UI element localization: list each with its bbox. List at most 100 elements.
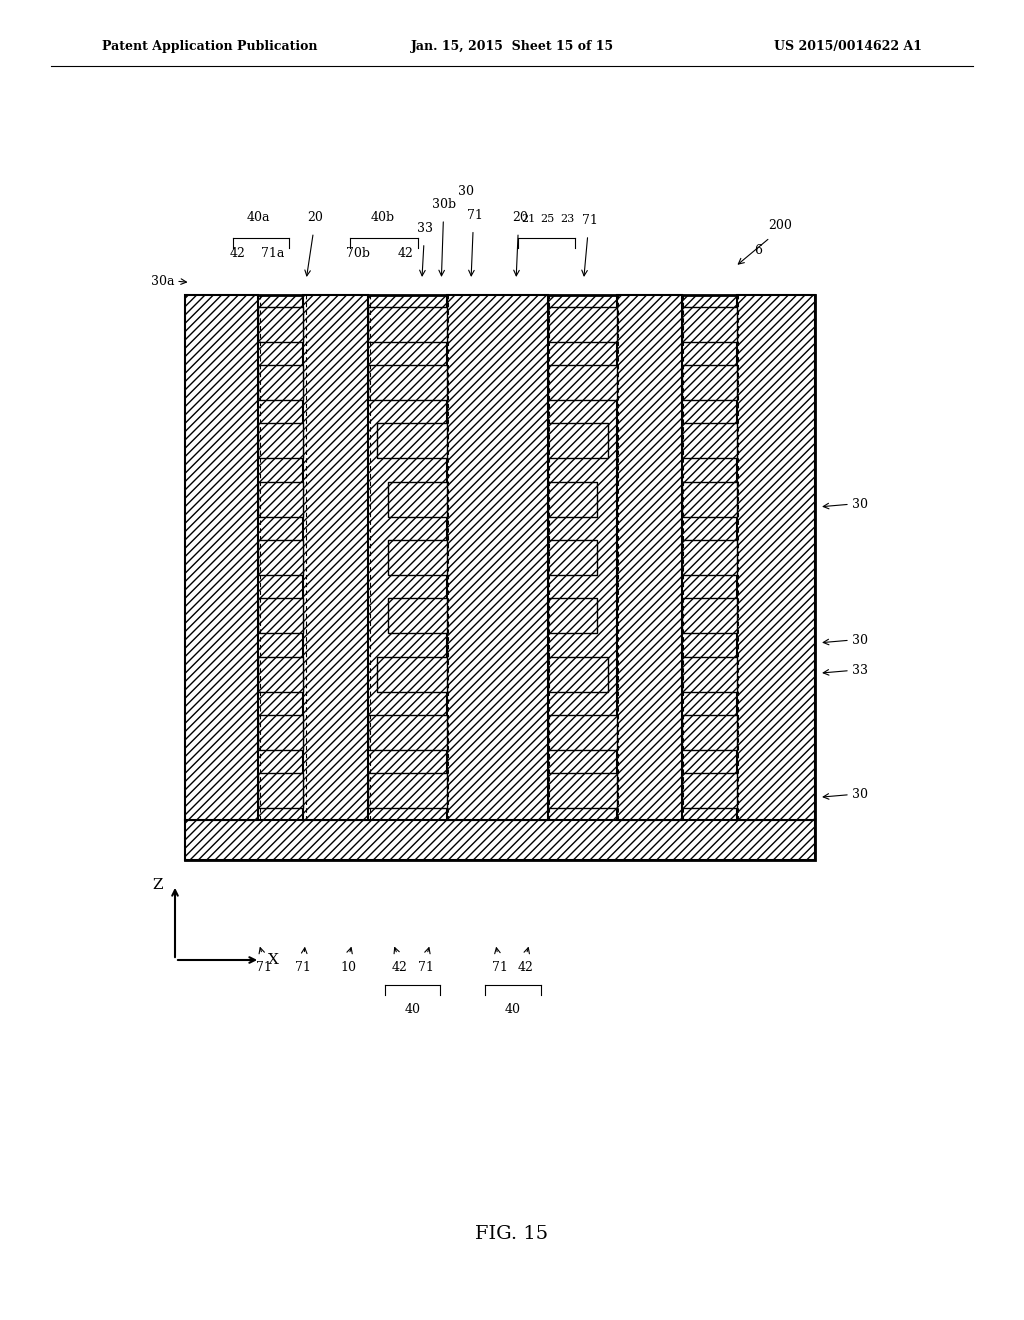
Text: X: X <box>268 953 280 968</box>
Bar <box>368 306 447 342</box>
Bar <box>682 540 737 576</box>
Bar <box>185 294 258 820</box>
Text: 42: 42 <box>229 247 246 260</box>
Bar <box>368 774 447 808</box>
Text: 30: 30 <box>852 634 868 647</box>
Bar <box>682 715 737 750</box>
Bar <box>258 424 303 458</box>
Bar <box>258 715 303 750</box>
Bar <box>447 294 548 820</box>
Bar <box>682 306 737 342</box>
Bar <box>737 294 815 820</box>
Bar <box>548 598 597 634</box>
Bar <box>258 656 303 692</box>
Bar <box>548 656 608 692</box>
Text: 6: 6 <box>754 244 762 257</box>
Text: 20: 20 <box>512 211 528 224</box>
Bar <box>258 598 303 634</box>
Text: Jan. 15, 2015  Sheet 15 of 15: Jan. 15, 2015 Sheet 15 of 15 <box>411 40 613 53</box>
Bar <box>548 424 608 458</box>
Bar <box>548 656 608 692</box>
Bar <box>548 482 597 516</box>
Bar <box>258 366 303 400</box>
Bar <box>548 715 617 750</box>
Bar <box>377 424 447 458</box>
Bar <box>682 598 737 634</box>
Bar <box>258 306 303 342</box>
Bar <box>548 424 608 458</box>
Bar <box>258 540 303 576</box>
Bar <box>682 656 737 692</box>
Bar <box>185 294 815 861</box>
Text: 40: 40 <box>505 1003 521 1016</box>
Bar <box>548 774 617 808</box>
Bar <box>548 482 597 516</box>
Bar <box>258 424 303 458</box>
Text: Patent Application Publication: Patent Application Publication <box>102 40 317 53</box>
Bar <box>682 774 737 808</box>
Bar <box>548 540 597 576</box>
Bar <box>377 424 447 458</box>
Bar <box>682 306 737 342</box>
Bar <box>185 294 258 820</box>
Bar <box>258 656 303 692</box>
Bar <box>682 366 737 400</box>
Bar <box>258 656 303 692</box>
Bar <box>388 598 447 634</box>
Bar <box>303 294 368 820</box>
Bar <box>548 598 597 634</box>
Bar <box>388 482 447 516</box>
Bar <box>617 294 682 820</box>
Bar <box>682 774 737 808</box>
Bar <box>548 715 617 750</box>
Bar <box>258 366 303 400</box>
Bar <box>377 656 447 692</box>
Text: 71: 71 <box>582 214 598 227</box>
Bar <box>185 294 258 820</box>
Bar <box>548 774 617 808</box>
Bar <box>377 656 447 692</box>
Text: 30: 30 <box>458 185 474 198</box>
Bar <box>388 540 447 576</box>
Bar <box>548 715 617 750</box>
Bar <box>548 774 617 808</box>
Bar <box>258 598 303 634</box>
Bar <box>258 598 303 634</box>
Bar <box>737 294 815 820</box>
Bar <box>258 482 303 516</box>
Bar <box>258 366 303 400</box>
Bar <box>682 540 737 576</box>
Bar <box>617 294 682 820</box>
Text: 71: 71 <box>492 961 508 974</box>
Bar <box>258 774 303 808</box>
Bar <box>737 294 815 820</box>
Bar <box>258 715 303 750</box>
Text: Z: Z <box>153 878 163 892</box>
Text: 30: 30 <box>852 788 868 801</box>
Bar <box>548 424 608 458</box>
Bar <box>548 366 617 400</box>
Bar <box>447 294 548 820</box>
Bar <box>682 424 737 458</box>
Bar <box>682 424 737 458</box>
Bar <box>388 540 447 576</box>
Text: FIG. 15: FIG. 15 <box>475 1225 549 1243</box>
Bar <box>682 424 737 458</box>
Bar <box>548 598 597 634</box>
Text: 33: 33 <box>852 664 868 677</box>
Bar <box>682 482 737 516</box>
Text: 71: 71 <box>467 209 483 222</box>
Bar <box>368 366 447 400</box>
Bar <box>682 656 737 692</box>
Bar <box>185 820 815 861</box>
Text: 33: 33 <box>417 222 433 235</box>
Bar <box>368 774 447 808</box>
Text: 30a: 30a <box>151 275 174 288</box>
Bar <box>258 306 303 342</box>
Bar <box>682 540 737 576</box>
Bar <box>682 306 737 342</box>
Text: 23: 23 <box>560 214 574 224</box>
Text: 21: 21 <box>521 214 536 224</box>
Text: 30: 30 <box>852 498 868 511</box>
Bar <box>303 294 368 820</box>
